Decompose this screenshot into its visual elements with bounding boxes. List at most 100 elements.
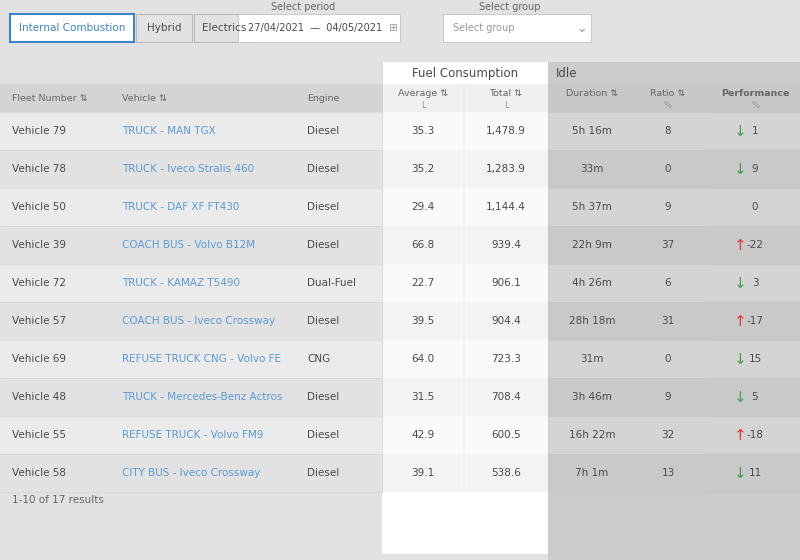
Bar bbox=[382, 416, 548, 454]
Bar bbox=[0, 264, 382, 302]
Bar bbox=[0, 84, 382, 112]
Text: Diesel: Diesel bbox=[307, 468, 339, 478]
Text: Vehicle 78: Vehicle 78 bbox=[12, 164, 66, 174]
Text: 64.0: 64.0 bbox=[411, 354, 434, 364]
Bar bbox=[548, 416, 800, 454]
Text: -17: -17 bbox=[746, 316, 763, 326]
Bar bbox=[382, 302, 548, 340]
Text: Fuel Consumption: Fuel Consumption bbox=[412, 67, 518, 80]
Text: 16h 22m: 16h 22m bbox=[569, 430, 615, 440]
Text: 22.7: 22.7 bbox=[411, 278, 434, 288]
Bar bbox=[548, 264, 800, 302]
Text: ↑: ↑ bbox=[734, 314, 746, 329]
Bar bbox=[548, 340, 800, 378]
Text: TRUCK - DAF XF FT430: TRUCK - DAF XF FT430 bbox=[122, 202, 239, 212]
Text: 6: 6 bbox=[665, 278, 671, 288]
Text: Diesel: Diesel bbox=[307, 392, 339, 402]
Bar bbox=[0, 112, 382, 150]
Text: 33m: 33m bbox=[580, 164, 604, 174]
Text: Total ⇅: Total ⇅ bbox=[490, 88, 522, 97]
Text: 8: 8 bbox=[665, 126, 671, 136]
Text: CITY BUS - Iveco Crossway: CITY BUS - Iveco Crossway bbox=[122, 468, 260, 478]
Bar bbox=[382, 112, 548, 150]
Text: Diesel: Diesel bbox=[307, 430, 339, 440]
Text: 939.4: 939.4 bbox=[491, 240, 521, 250]
Text: 35.3: 35.3 bbox=[411, 126, 434, 136]
Text: Vehicle 50: Vehicle 50 bbox=[12, 202, 66, 212]
Bar bbox=[548, 150, 800, 188]
Text: 5h 37m: 5h 37m bbox=[572, 202, 612, 212]
Text: 1,478.9: 1,478.9 bbox=[486, 126, 526, 136]
Text: Vehicle 55: Vehicle 55 bbox=[12, 430, 66, 440]
Text: 538.6: 538.6 bbox=[491, 468, 521, 478]
Bar bbox=[136, 14, 192, 42]
Text: ↓: ↓ bbox=[734, 124, 746, 138]
Text: L: L bbox=[421, 100, 426, 110]
Text: Electrics: Electrics bbox=[202, 23, 246, 33]
Bar bbox=[382, 150, 548, 188]
Text: L: L bbox=[504, 100, 508, 110]
Text: Diesel: Diesel bbox=[307, 316, 339, 326]
Text: 1: 1 bbox=[752, 126, 758, 136]
Text: 906.1: 906.1 bbox=[491, 278, 521, 288]
Text: Vehicle 48: Vehicle 48 bbox=[12, 392, 66, 402]
Text: 9: 9 bbox=[752, 164, 758, 174]
Text: ↑: ↑ bbox=[734, 427, 746, 442]
Text: Performance: Performance bbox=[721, 88, 789, 97]
Bar bbox=[0, 378, 382, 416]
Text: 7h 1m: 7h 1m bbox=[575, 468, 609, 478]
Bar bbox=[382, 62, 548, 554]
Text: 904.4: 904.4 bbox=[491, 316, 521, 326]
Text: 39.1: 39.1 bbox=[411, 468, 434, 478]
Text: 9: 9 bbox=[665, 392, 671, 402]
Text: 32: 32 bbox=[662, 430, 674, 440]
Text: 31.5: 31.5 bbox=[411, 392, 434, 402]
Text: ↓: ↓ bbox=[734, 161, 746, 176]
Text: Select period: Select period bbox=[271, 2, 335, 12]
Text: -22: -22 bbox=[746, 240, 763, 250]
Text: ↓: ↓ bbox=[734, 390, 746, 404]
Text: ↓: ↓ bbox=[734, 465, 746, 480]
Text: 11: 11 bbox=[748, 468, 762, 478]
Text: ↑: ↑ bbox=[734, 237, 746, 253]
Text: ↓: ↓ bbox=[734, 352, 746, 366]
Text: Internal Combustion: Internal Combustion bbox=[19, 23, 125, 33]
Text: %: % bbox=[751, 100, 759, 110]
Text: Vehicle 72: Vehicle 72 bbox=[12, 278, 66, 288]
Text: 723.3: 723.3 bbox=[491, 354, 521, 364]
Bar bbox=[384, 64, 550, 554]
Text: Hybrid: Hybrid bbox=[146, 23, 182, 33]
Text: Diesel: Diesel bbox=[307, 164, 339, 174]
Text: Idle: Idle bbox=[556, 67, 578, 80]
Text: 0: 0 bbox=[752, 202, 758, 212]
Bar bbox=[548, 84, 800, 112]
Text: 42.9: 42.9 bbox=[411, 430, 434, 440]
Text: Dual-Fuel: Dual-Fuel bbox=[307, 278, 356, 288]
Text: Average ⇅: Average ⇅ bbox=[398, 88, 448, 97]
Text: 9: 9 bbox=[665, 202, 671, 212]
Bar bbox=[382, 264, 548, 302]
Text: Vehicle 57: Vehicle 57 bbox=[12, 316, 66, 326]
Bar bbox=[194, 14, 254, 42]
Bar bbox=[548, 226, 800, 264]
Text: Engine: Engine bbox=[307, 94, 339, 102]
Text: ⌄: ⌄ bbox=[577, 21, 587, 35]
Bar bbox=[382, 378, 548, 416]
Bar bbox=[0, 188, 382, 226]
Text: Select group: Select group bbox=[479, 2, 541, 12]
Text: 1-10 of 17 results: 1-10 of 17 results bbox=[12, 495, 104, 505]
Text: 39.5: 39.5 bbox=[411, 316, 434, 326]
Text: ↓: ↓ bbox=[734, 276, 746, 291]
Bar bbox=[548, 454, 800, 492]
Bar bbox=[548, 188, 800, 226]
Bar bbox=[0, 0, 800, 62]
Bar bbox=[10, 14, 134, 42]
Text: 600.5: 600.5 bbox=[491, 430, 521, 440]
Bar bbox=[0, 340, 382, 378]
Text: 1,283.9: 1,283.9 bbox=[486, 164, 526, 174]
Text: 29.4: 29.4 bbox=[411, 202, 434, 212]
Text: Vehicle 39: Vehicle 39 bbox=[12, 240, 66, 250]
Text: REFUSE TRUCK - Volvo FM9: REFUSE TRUCK - Volvo FM9 bbox=[122, 430, 263, 440]
Text: REFUSE TRUCK CNG - Volvo FE: REFUSE TRUCK CNG - Volvo FE bbox=[122, 354, 281, 364]
Bar bbox=[0, 416, 382, 454]
